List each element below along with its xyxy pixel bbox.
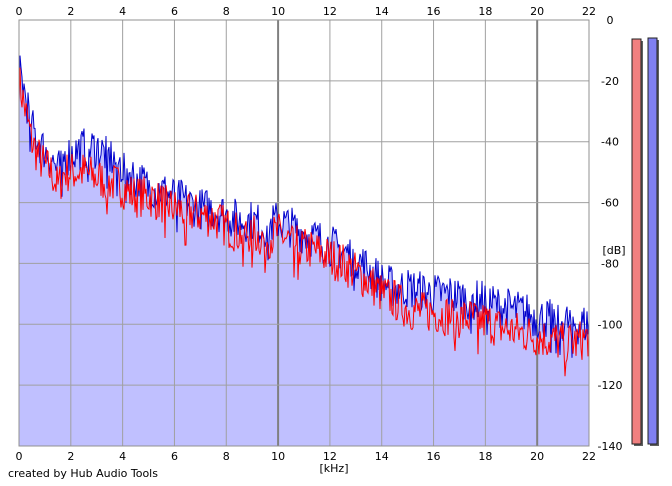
x-tick-label: 20 [530,5,544,18]
x-tick-label: 20 [530,450,544,463]
x-tick-label: 16 [427,450,441,463]
x-tick-label: 14 [375,5,389,18]
level-meter-left [631,38,643,446]
x-tick-label: 18 [478,5,492,18]
spectrum-series [18,55,590,377]
meter-right-bar [647,37,658,445]
spectrum-fill-path [19,55,589,446]
x-tick-label: 6 [171,450,178,463]
y-tick-label: 0 [607,14,614,27]
x-tick-label: 18 [478,450,492,463]
x-tick-label: 8 [223,5,230,18]
y-tick-labels: 0 -20 -40 -60 -80 -100 -120 -140 [598,14,623,453]
series-line-right-channel [18,55,590,358]
x-tick-label: 6 [171,5,178,18]
x-tick-label: 12 [323,5,337,18]
x-tick-labels-top: 0 2 4 6 8 10 12 14 16 18 20 22 [16,5,597,18]
x-tick-label: 10 [271,5,285,18]
x-tick-label: 0 [16,450,23,463]
x-tick-label: 0 [16,5,23,18]
x-tick-label: 2 [67,5,74,18]
x-axis-title: [kHz] [320,462,349,475]
y-tick-label: -100 [598,318,623,331]
credit-text: created by Hub Audio Tools [8,467,158,480]
x-tick-label: 4 [119,450,126,463]
series-line-left-channel [18,67,590,377]
grid-lines [18,19,590,447]
x-tick-label: 22 [582,450,596,463]
x-tick-label: 16 [427,5,441,18]
level-meter-right [647,37,659,446]
spectrum-fill-area [19,55,589,446]
y-tick-label: -60 [601,197,619,210]
y-axis-title: [dB] [602,244,625,257]
x-tick-label: 22 [582,5,596,18]
x-tick-label: 12 [323,450,337,463]
x-tick-label: 4 [119,5,126,18]
y-tick-label: -120 [598,379,623,392]
plot-frame [18,19,590,447]
y-tick-label: -20 [601,75,619,88]
y-tick-label: -40 [601,136,619,149]
y-tick-label: -80 [601,257,619,270]
x-tick-label: 2 [67,450,74,463]
x-tick-labels-bottom: 0 2 4 6 8 10 12 14 16 18 20 22 [16,450,597,463]
meter-left-bar [631,38,642,445]
x-tick-label: 10 [271,450,285,463]
x-tick-label: 8 [223,450,230,463]
x-tick-label: 14 [375,450,389,463]
y-tick-label: -140 [598,440,623,453]
